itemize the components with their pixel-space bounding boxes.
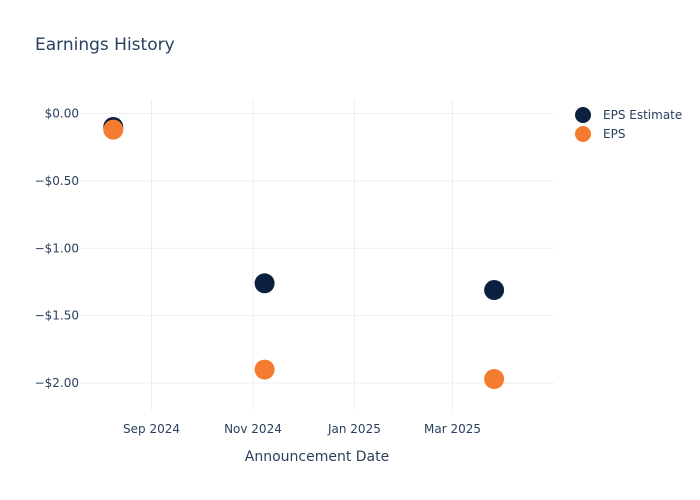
legend-label: EPS bbox=[603, 127, 625, 141]
x-axis-ticks: Sep 2024 Nov 2024 Jan 2025 Mar 2025 bbox=[123, 422, 481, 436]
y-tick-label: −$1.00 bbox=[35, 241, 79, 255]
y-tick-label: −$1.50 bbox=[35, 309, 79, 323]
legend: EPS Estimate EPS bbox=[575, 107, 682, 142]
legend-label: EPS Estimate bbox=[603, 108, 682, 122]
x-tick-label: Mar 2025 bbox=[424, 422, 481, 436]
y-tick-label: −$0.50 bbox=[35, 174, 79, 188]
data-point bbox=[254, 359, 275, 380]
data-point bbox=[254, 273, 275, 294]
chart-title: Earnings History bbox=[35, 35, 175, 55]
y-tick-label: −$2.00 bbox=[35, 376, 79, 390]
legend-marker bbox=[575, 107, 591, 123]
x-tick-label: Sep 2024 bbox=[123, 422, 180, 436]
legend-marker bbox=[575, 126, 591, 142]
data-point bbox=[103, 119, 124, 140]
grid-layer bbox=[80, 100, 554, 410]
x-tick-label: Jan 2025 bbox=[327, 422, 381, 436]
data-point bbox=[484, 280, 505, 301]
y-tick-label: $0.00 bbox=[45, 106, 79, 120]
x-tick-label: Nov 2024 bbox=[224, 422, 282, 436]
x-axis-title: Announcement Date bbox=[245, 449, 389, 465]
y-axis-ticks: $0.00 −$0.50 −$1.00 −$1.50 −$2.00 bbox=[35, 106, 79, 390]
data-point bbox=[484, 369, 505, 389]
data-points bbox=[103, 116, 505, 389]
